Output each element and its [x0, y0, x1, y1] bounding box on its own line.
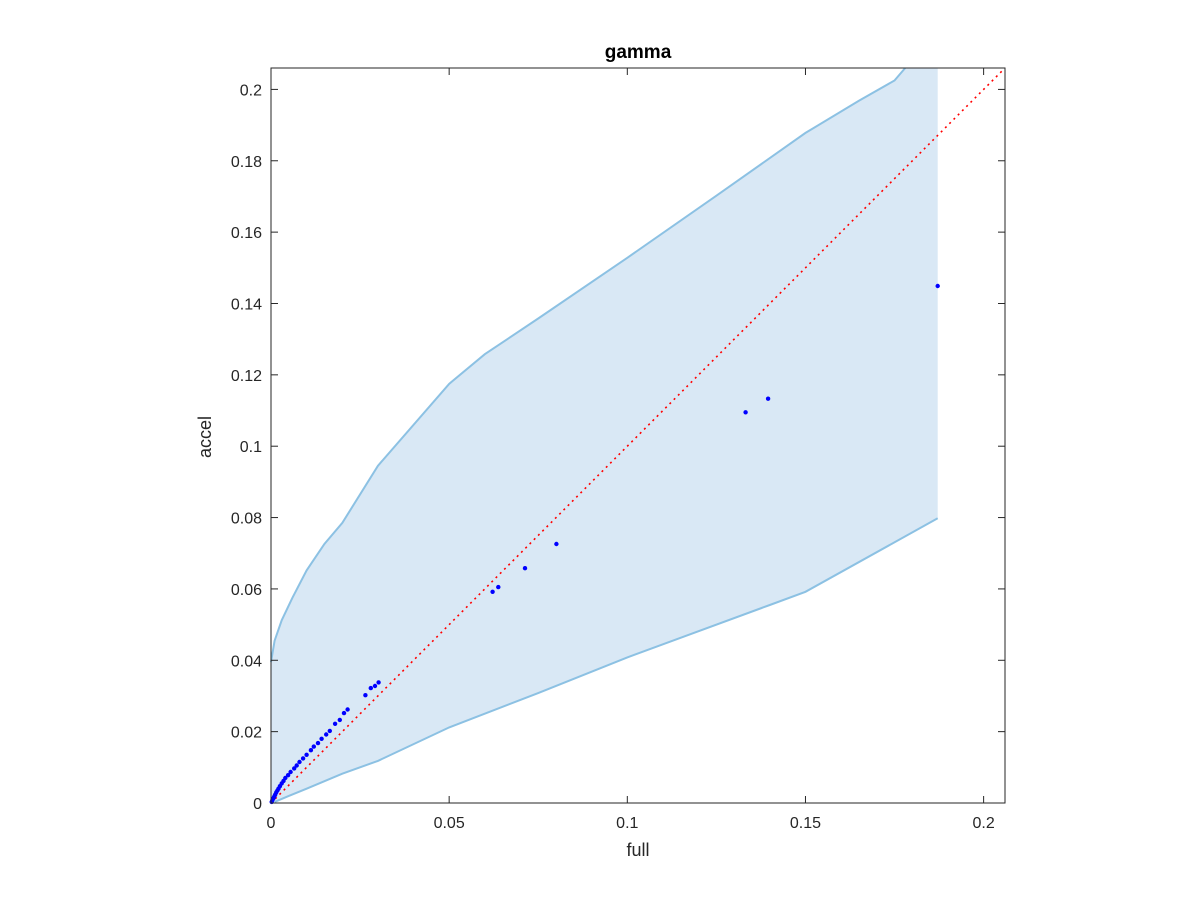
chart-title: gamma [605, 42, 672, 63]
data-point [285, 773, 291, 778]
data-point [372, 683, 378, 689]
y-tick-label: 0.18 [231, 154, 262, 171]
data-point [332, 721, 338, 726]
y-axis-ticks: 0 0.02 0.04 0.06 0.08 0.1 0.12 0.14 0.16 0.18 0.2 [231, 82, 1005, 813]
data-point [490, 589, 495, 594]
y-tick-label: 0.1 [240, 439, 262, 456]
confidence-band [271, 68, 938, 803]
y-tick-label: 0.16 [231, 225, 262, 242]
x-axis-ticks: 0 0.05 0.1 0.15 0.2 [267, 68, 995, 832]
x-tick-label: 0.1 [616, 815, 638, 832]
data-point [743, 410, 748, 415]
x-tick-label: 0.05 [434, 815, 465, 832]
y-tick-label: 0.2 [240, 82, 262, 99]
y-tick-label: 0.08 [231, 511, 262, 528]
data-point [554, 541, 559, 547]
data-point [341, 710, 347, 716]
data-point [315, 740, 321, 746]
data-point [376, 680, 381, 685]
data-point [935, 283, 940, 289]
data-point [288, 769, 293, 775]
data-point [304, 752, 309, 757]
plot-area [269, 67, 1006, 805]
y-axis-label: accel [195, 416, 215, 458]
data-point [308, 748, 314, 753]
data-point [345, 707, 350, 712]
data-point [300, 756, 306, 761]
data-point [283, 775, 288, 781]
data-point [319, 736, 324, 741]
x-tick-label: 0.15 [790, 815, 821, 832]
data-point [297, 759, 302, 765]
y-tick-label: 0.12 [231, 368, 262, 385]
x-tick-label: 0.2 [972, 815, 994, 832]
data-point [292, 766, 297, 771]
data-point [311, 744, 316, 749]
y-tick-label: 0.14 [231, 296, 262, 313]
data-point [363, 693, 368, 698]
x-tick-label: 0 [267, 815, 276, 832]
axes-box [270, 67, 1006, 804]
data-points [269, 283, 940, 805]
data-point [522, 566, 528, 571]
y-tick-label: 0.02 [231, 725, 262, 742]
confidence-band-upper-edge [270, 67, 906, 663]
data-point [294, 763, 299, 768]
y-tick-label: 0 [253, 796, 262, 813]
data-point [496, 584, 501, 590]
data-point [324, 732, 329, 737]
data-point [368, 685, 373, 691]
data-point [765, 396, 771, 401]
x-axis-label: full [626, 840, 649, 860]
data-point [327, 728, 332, 734]
y-tick-label: 0.06 [231, 582, 262, 599]
y-tick-label: 0.04 [231, 653, 262, 670]
data-point [337, 717, 342, 723]
confidence-band-lower-edge [274, 517, 939, 803]
identity-reference-line [270, 67, 1006, 804]
